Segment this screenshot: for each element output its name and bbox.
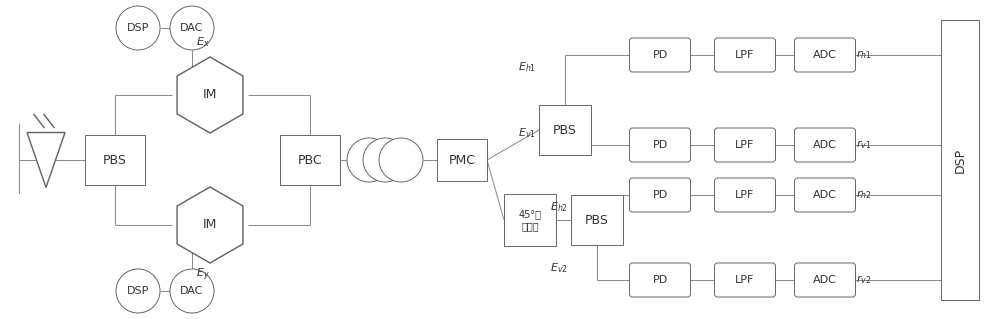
FancyBboxPatch shape — [630, 38, 690, 72]
Text: DAC: DAC — [180, 23, 204, 33]
Bar — [280, 135, 340, 185]
Polygon shape — [177, 57, 243, 133]
Text: $r_{h1}$: $r_{h1}$ — [856, 48, 872, 61]
Bar — [571, 195, 623, 245]
Text: 45°偏
振旋转: 45°偏 振旋转 — [518, 209, 542, 231]
Text: $E_{v1}$: $E_{v1}$ — [518, 126, 536, 140]
Text: $r_{h2}$: $r_{h2}$ — [856, 189, 872, 201]
Circle shape — [116, 6, 160, 50]
Text: $r_{v2}$: $r_{v2}$ — [856, 274, 871, 286]
Text: ADC: ADC — [813, 140, 837, 150]
Text: PD: PD — [652, 140, 668, 150]
Text: LPF: LPF — [735, 140, 755, 150]
Text: IM: IM — [203, 88, 217, 101]
FancyBboxPatch shape — [794, 38, 856, 72]
Circle shape — [363, 138, 407, 182]
Circle shape — [116, 269, 160, 313]
Text: $E_{h2}$: $E_{h2}$ — [550, 200, 568, 214]
Text: ADC: ADC — [813, 50, 837, 60]
Text: $r_{v1}$: $r_{v1}$ — [856, 138, 871, 152]
Text: DAC: DAC — [180, 286, 204, 296]
Text: ADC: ADC — [813, 190, 837, 200]
Text: PBS: PBS — [103, 153, 127, 167]
Text: $E_y$: $E_y$ — [196, 267, 210, 283]
Text: PD: PD — [652, 275, 668, 285]
Circle shape — [170, 6, 214, 50]
FancyBboxPatch shape — [714, 178, 776, 212]
Text: PBS: PBS — [585, 213, 609, 226]
Text: PMC: PMC — [448, 153, 476, 167]
Polygon shape — [177, 187, 243, 263]
Text: $E_{v2}$: $E_{v2}$ — [550, 261, 568, 275]
Text: $E_{h1}$: $E_{h1}$ — [518, 60, 536, 74]
Text: IM: IM — [203, 219, 217, 232]
Text: PD: PD — [652, 50, 668, 60]
FancyBboxPatch shape — [714, 263, 776, 297]
Bar — [85, 135, 145, 185]
FancyBboxPatch shape — [794, 263, 856, 297]
Text: DSP: DSP — [127, 286, 149, 296]
Text: PBS: PBS — [553, 123, 577, 137]
FancyBboxPatch shape — [714, 38, 776, 72]
FancyBboxPatch shape — [714, 128, 776, 162]
Circle shape — [170, 269, 214, 313]
Text: LPF: LPF — [735, 190, 755, 200]
Bar — [539, 105, 591, 155]
Bar — [437, 139, 487, 181]
Circle shape — [347, 138, 391, 182]
Circle shape — [379, 138, 423, 182]
Text: $E_x$: $E_x$ — [196, 35, 210, 49]
Text: ADC: ADC — [813, 275, 837, 285]
Text: PD: PD — [652, 190, 668, 200]
Text: LPF: LPF — [735, 50, 755, 60]
Text: PBC: PBC — [298, 153, 322, 167]
Bar — [941, 20, 979, 300]
Polygon shape — [27, 132, 65, 188]
Text: LPF: LPF — [735, 275, 755, 285]
Text: DSP: DSP — [127, 23, 149, 33]
FancyBboxPatch shape — [794, 178, 856, 212]
FancyBboxPatch shape — [630, 263, 690, 297]
Bar — [504, 194, 556, 246]
FancyBboxPatch shape — [630, 128, 690, 162]
FancyBboxPatch shape — [794, 128, 856, 162]
Text: DSP: DSP — [954, 147, 966, 173]
FancyBboxPatch shape — [630, 178, 690, 212]
